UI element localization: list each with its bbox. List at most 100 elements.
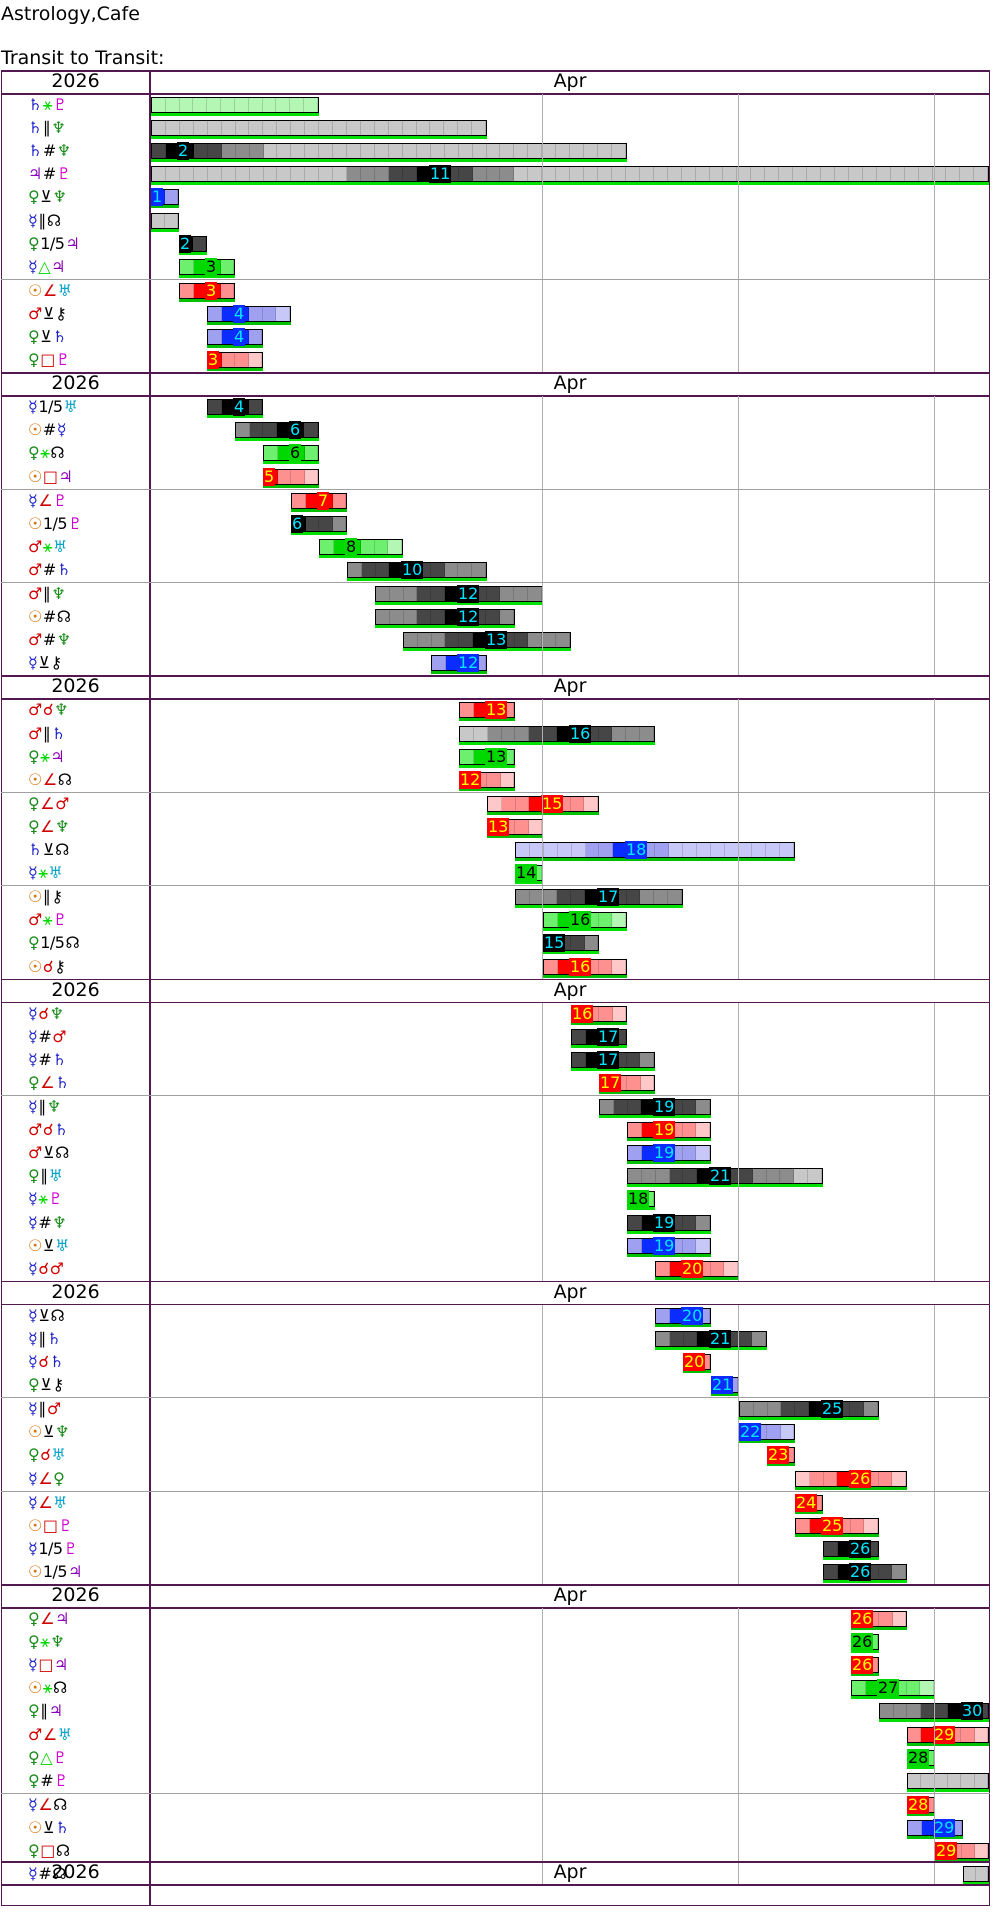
transit-row[interactable]: ☿1/5♅ 4 (0, 396, 1000, 419)
transit-row[interactable]: ♂⚹♇ 16 (0, 909, 1000, 932)
transit-bar[interactable]: 13 (459, 701, 515, 722)
transit-row[interactable]: ☿⚹♅ 14 (0, 862, 1000, 885)
transit-row[interactable]: ☿⊻☊ 20 (0, 1305, 1000, 1327)
transit-bar[interactable]: 29 (935, 1842, 989, 1862)
transit-bar[interactable]: 6 (235, 421, 319, 442)
transit-bar[interactable]: 22 (739, 1423, 795, 1444)
transit-bar[interactable]: 17 (571, 1050, 655, 1071)
transit-row[interactable]: ☿∠♅ 24 (0, 1492, 1000, 1514)
transit-bar[interactable]: 3 (207, 351, 263, 372)
transit-row[interactable]: ☿☌♆ 16 (0, 1003, 1000, 1025)
transit-bar[interactable]: 20 (683, 1353, 711, 1373)
transit-bar[interactable]: 21 (711, 1376, 739, 1397)
transit-row[interactable]: ☉#☿ 6 (0, 419, 1000, 442)
transit-row[interactable]: ♄⊻☊ 18 (0, 839, 1000, 861)
transit-row[interactable]: ☉□♇ 25 (0, 1515, 1000, 1537)
transit-row[interactable]: ♂☌♄ 19 (0, 1119, 1000, 1142)
transit-row[interactable]: ♀⚹☊ 6 (0, 442, 1000, 465)
transit-row[interactable]: ☉∠♅ 3 (0, 280, 1000, 302)
transit-row[interactable]: ♀⚹♆ 26 (0, 1631, 1000, 1654)
transit-row[interactable]: ☉⊻♅ 19 (0, 1235, 1000, 1257)
transit-bar[interactable]: 6 (291, 514, 347, 535)
transit-bar[interactable]: 26 (823, 1562, 907, 1583)
transit-bar[interactable]: 4 (207, 398, 263, 419)
transit-bar[interactable]: 3 (179, 281, 235, 302)
transit-bar[interactable] (151, 97, 319, 116)
transit-row[interactable]: ☿∠♀ 26 (0, 1468, 1000, 1490)
transit-bar[interactable]: 12 (459, 770, 515, 791)
transit-row[interactable]: ♄⚹♇ (0, 94, 1000, 116)
transit-row[interactable]: ☉#☊ 12 (0, 606, 1000, 629)
transit-bar[interactable]: 16 (543, 957, 627, 978)
transit-bar[interactable]: 19 (627, 1213, 711, 1234)
transit-row[interactable]: ☿△♃ 3 (0, 256, 1000, 278)
transit-bar[interactable]: 21 (655, 1329, 767, 1350)
transit-row[interactable]: ♂⚹♅ 8 (0, 536, 1000, 558)
transit-bar[interactable]: 11 (151, 165, 989, 186)
transit-row[interactable]: ☿∥☊ (0, 210, 1000, 232)
transit-row[interactable]: ☉⊻♄ 29 (0, 1817, 1000, 1839)
transit-bar[interactable] (151, 120, 487, 140)
transit-row[interactable]: ☉∥⚷ 17 (0, 886, 1000, 909)
transit-row[interactable]: ♀∠♆ 13 (0, 816, 1000, 838)
transit-bar[interactable]: 13 (459, 747, 515, 768)
transit-row[interactable]: ♄∥♆ (0, 117, 1000, 140)
transit-bar[interactable]: 15 (487, 794, 599, 815)
transit-bar[interactable] (963, 1866, 989, 1886)
transit-bar[interactable]: 19 (627, 1144, 711, 1165)
transit-row[interactable]: ♂#♆ 13 (0, 629, 1000, 652)
transit-bar[interactable]: 20 (655, 1306, 711, 1327)
transit-bar[interactable]: 28 (907, 1748, 935, 1769)
transit-row[interactable]: ☿☌♂ 20 (0, 1258, 1000, 1280)
transit-row[interactable]: ♂∠♅ 29 (0, 1724, 1000, 1746)
transit-row[interactable]: ♂#♄ 10 (0, 559, 1000, 581)
transit-row[interactable]: ☿#♂ 17 (0, 1026, 1000, 1048)
transit-bar[interactable]: 13 (403, 631, 571, 652)
transit-row[interactable]: ♃#♇ 11 (0, 163, 1000, 186)
transit-bar[interactable]: 25 (795, 1516, 879, 1537)
transit-bar[interactable]: 21 (627, 1167, 823, 1188)
transit-bar[interactable]: 4 (207, 328, 263, 348)
transit-row[interactable]: ♀∠♄ 17 (0, 1072, 1000, 1094)
transit-bar[interactable]: 2 (179, 234, 207, 255)
transit-bar[interactable]: 10 (347, 560, 487, 581)
transit-bar[interactable]: 16 (571, 1004, 627, 1025)
transit-bar[interactable]: 19 (599, 1098, 711, 1118)
transit-bar[interactable]: 20 (655, 1259, 739, 1280)
transit-row[interactable]: ♀△♇ 28 (0, 1747, 1000, 1769)
transit-row[interactable]: ♀⊻♄ 4 (0, 326, 1000, 348)
transit-row[interactable]: ☿∥♄ 21 (0, 1328, 1000, 1350)
transit-row[interactable]: ♀⊻⚷ 21 (0, 1374, 1000, 1397)
transit-bar[interactable]: 3 (179, 257, 235, 278)
transit-bar[interactable]: 16 (459, 724, 655, 745)
transit-row[interactable]: ♂☌♆ 13 (0, 699, 1000, 722)
transit-bar[interactable]: 7 (291, 491, 347, 512)
transit-bar[interactable]: 17 (571, 1027, 627, 1048)
transit-row[interactable]: ☿#☊ (0, 1863, 1000, 1886)
transit-bar[interactable]: 8 (319, 537, 403, 558)
transit-row[interactable]: ♂∥♆ 12 (0, 583, 1000, 605)
transit-row[interactable]: ♀∥♅ 21 (0, 1165, 1000, 1188)
transit-bar[interactable]: 4 (207, 304, 291, 325)
transit-row[interactable]: ☉1/5♇ 6 (0, 513, 1000, 535)
transit-bar[interactable]: 26 (851, 1633, 879, 1654)
transit-row[interactable]: ♀∠♃ 26 (0, 1608, 1000, 1630)
transit-bar[interactable]: 29 (907, 1818, 963, 1839)
transit-row[interactable]: ♀1/5♃ 2 (0, 233, 1000, 255)
transit-row[interactable]: ♂⊻⚷ 4 (0, 303, 1000, 325)
transit-row[interactable]: ♀⊻♆ 1 (0, 186, 1000, 209)
transit-row[interactable]: ♄#♆ 2 (0, 140, 1000, 163)
transit-bar[interactable]: 28 (907, 1795, 935, 1816)
transit-bar[interactable]: 17 (515, 888, 683, 909)
transit-bar[interactable]: 16 (543, 911, 627, 932)
transit-row[interactable]: ♀□♇ 3 (0, 349, 1000, 372)
transit-bar[interactable]: 24 (795, 1493, 823, 1514)
transit-row[interactable]: ☉□♃ 5 (0, 466, 1000, 488)
transit-bar[interactable]: 15 (543, 934, 599, 955)
transit-row[interactable]: ☿1/5♇ 26 (0, 1538, 1000, 1560)
transit-bar[interactable]: 26 (795, 1469, 907, 1490)
transit-row[interactable]: ♂∥♄ 16 (0, 723, 1000, 745)
transit-bar[interactable] (907, 1772, 989, 1792)
transit-bar[interactable]: 12 (431, 654, 487, 675)
transit-row[interactable]: ♀⚹♃ 13 (0, 746, 1000, 768)
